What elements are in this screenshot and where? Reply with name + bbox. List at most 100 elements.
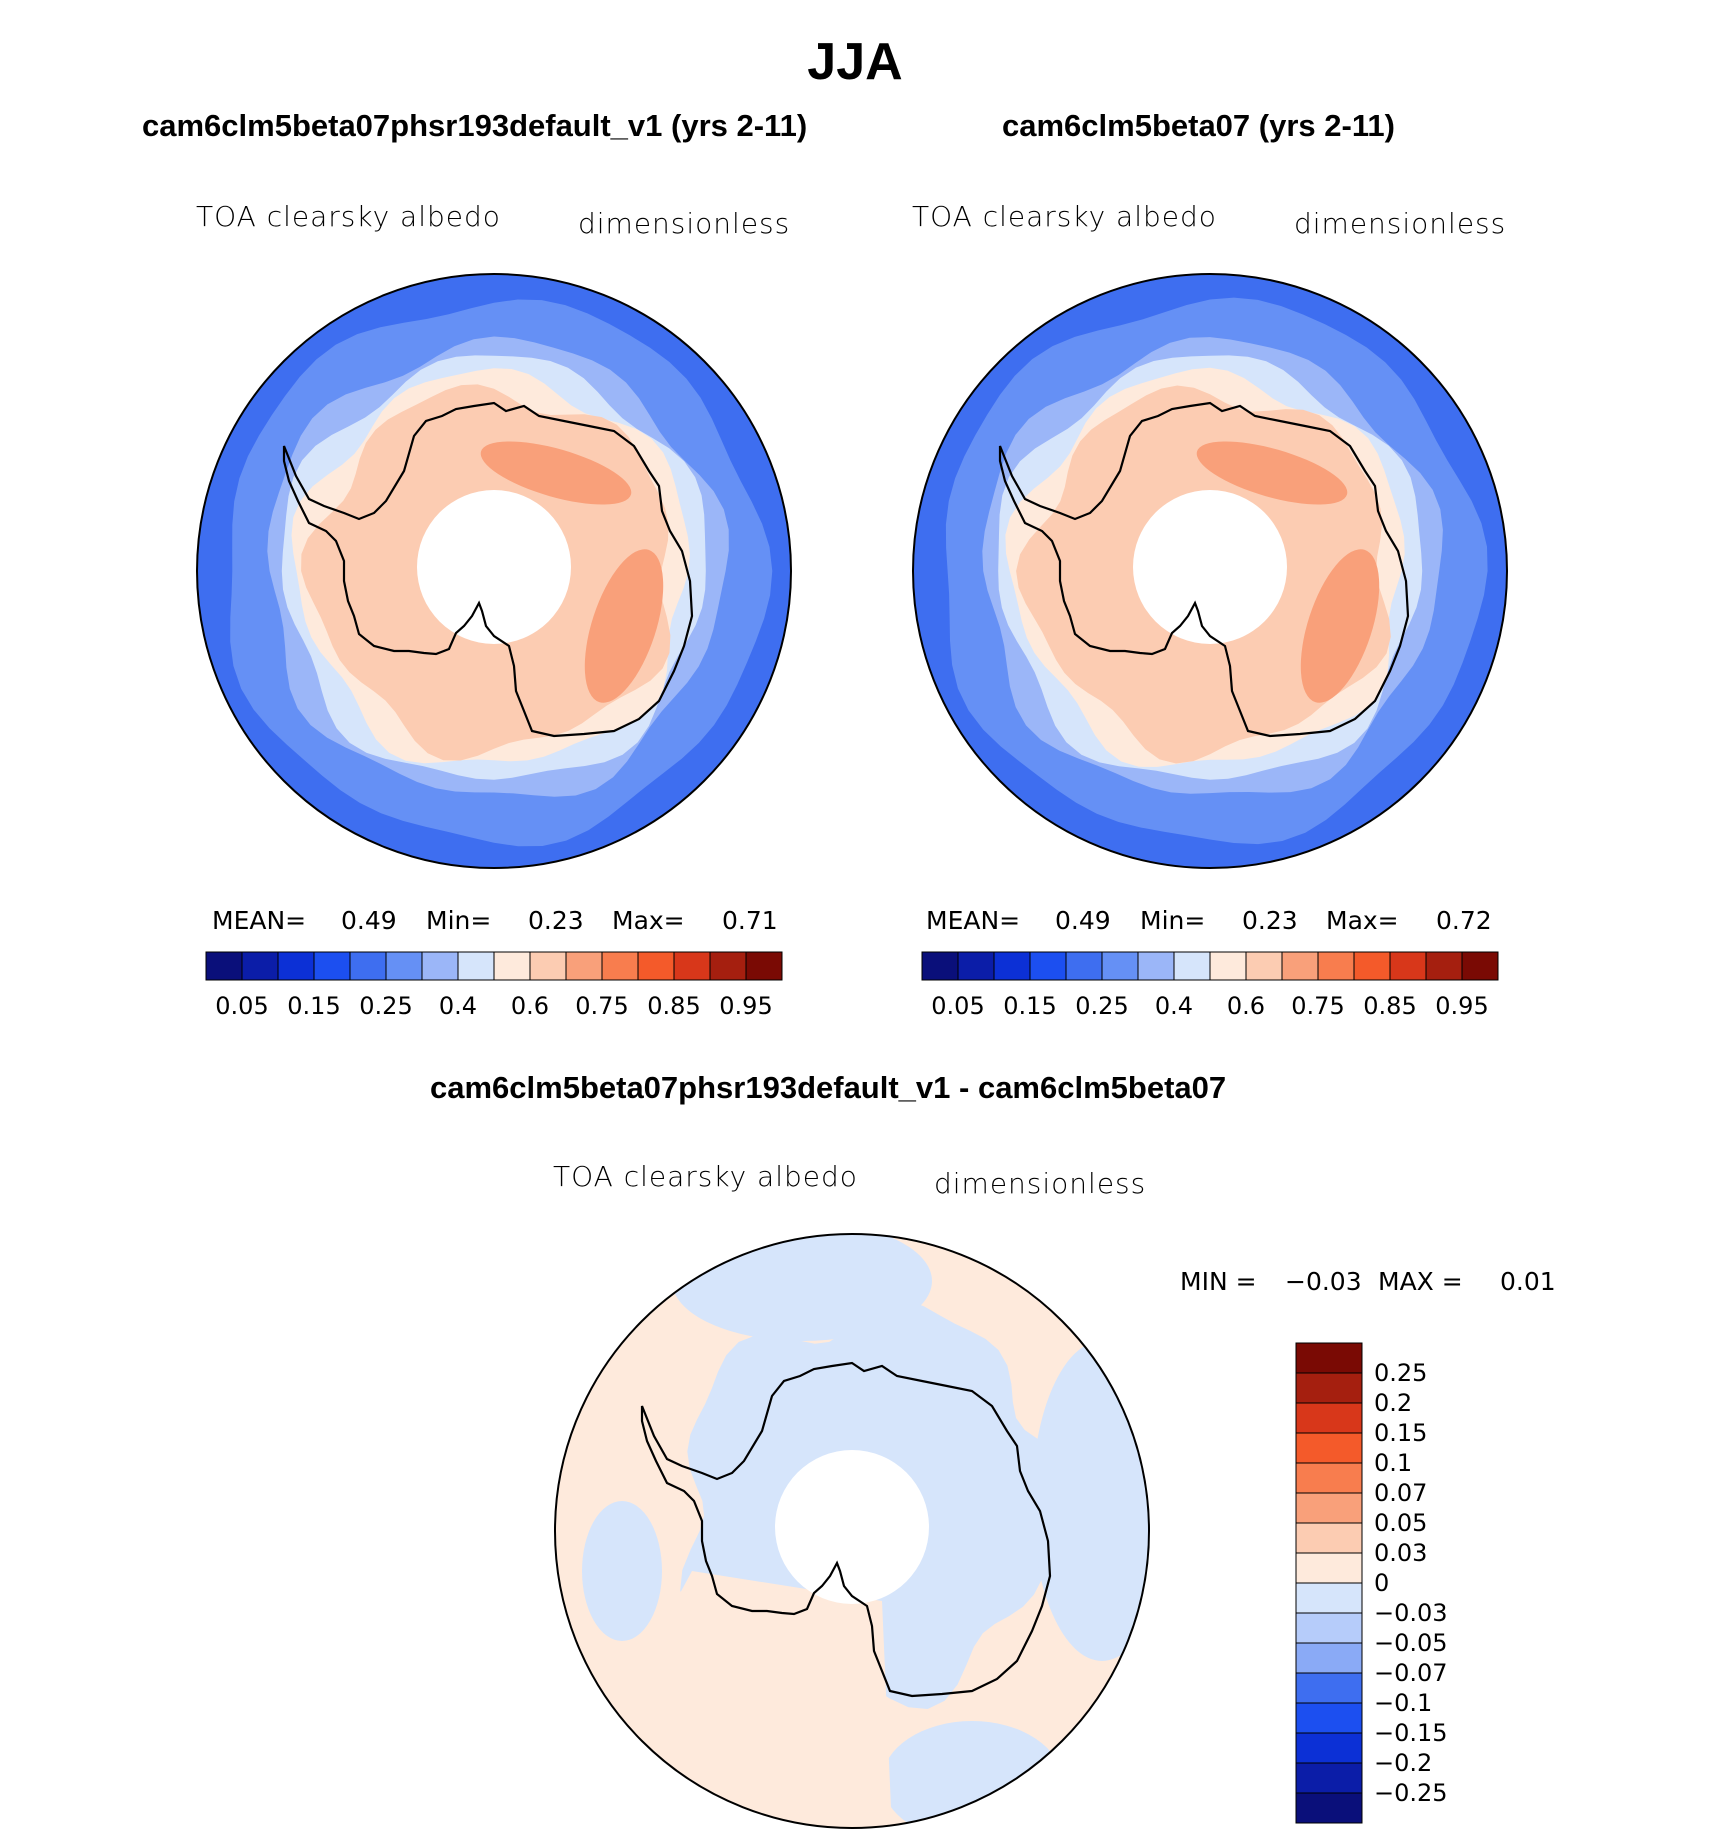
diff-colorbar-tick-label: −0.1 (1374, 1689, 1432, 1717)
panel-1-colorbar-box (205, 951, 243, 981)
panel-1-colorbar-box (493, 951, 531, 981)
panel-2-title: cam6clm5beta07 (yrs 2-11) (1002, 108, 1395, 143)
panel-2-min-value: 0.23 (1242, 906, 1298, 935)
panel-2-polar-hole (1133, 490, 1287, 644)
diff-panel-variable: TOA clearsky albedo (553, 1160, 858, 1193)
panel-1-colorbar-box (421, 951, 459, 981)
diff-colorbar-tick-label: 0.15 (1374, 1419, 1427, 1447)
diff-colorbar-box (1295, 1612, 1363, 1644)
panel-2-colorbar-box (993, 951, 1031, 981)
panel-1-colorbar-tick-label: 0.15 (287, 992, 340, 1020)
panel-2-map (913, 274, 1507, 868)
panel-2-high-albedo-patch-2 (1300, 549, 1380, 703)
diff-colorbar-tick-label: 0 (1374, 1569, 1389, 1597)
panel-1-map (197, 274, 791, 868)
panel-1-variable: TOA clearsky albedo (196, 200, 501, 233)
panel-2-colorbar-tick-label: 0.75 (1291, 992, 1344, 1020)
panel-2-colorbar-box (1317, 951, 1355, 981)
panel-2-colorbar-box (1425, 951, 1463, 981)
panel-1-colorbar-box (457, 951, 495, 981)
diff-map-negative-area-3 (1032, 1341, 1149, 1661)
panel-1-colorbar-tick-label: 0.25 (359, 992, 412, 1020)
panel-1-colorbar-box (601, 951, 639, 981)
panel-1-colorbar-box (277, 951, 315, 981)
diff-colorbar-box (1295, 1432, 1363, 1464)
diff-min-label: MIN = (1180, 1267, 1257, 1296)
diff-map-negative-area-4 (882, 1721, 1062, 1828)
diff-max-label: MAX = (1378, 1267, 1463, 1296)
panel-1-colorbar-tick-label: 0.75 (575, 992, 628, 1020)
diff-colorbar-tick-label: −0.07 (1374, 1659, 1448, 1687)
panel-1-title: cam6clm5beta07phsr193default_v1 (yrs 2-1… (142, 108, 808, 143)
panel-2-map-border (912, 273, 1508, 869)
diff-colorbar-box (1295, 1732, 1363, 1764)
diff-colorbar-box (1295, 1522, 1363, 1554)
diff-map-polar-hole (775, 1450, 929, 1604)
diff-min-value: −0.03 (1285, 1267, 1362, 1296)
diff-map-border (554, 1233, 1150, 1829)
diff-colorbar-tick-label: 0.03 (1374, 1539, 1427, 1567)
panel-2-colorbar-box (957, 951, 995, 981)
diff-colorbar-box (1295, 1792, 1363, 1824)
diff-map (555, 1234, 1149, 1828)
panel-2-colorbar-box (1389, 951, 1427, 981)
figure-title: JJA (807, 33, 903, 91)
panel-1-units: dimensionless (578, 207, 791, 240)
diff-panel-units: dimensionless (934, 1167, 1147, 1200)
panel-2-colorbar-box (1245, 951, 1283, 981)
diff-colorbar-tick-label: 0.25 (1374, 1359, 1427, 1387)
diff-colorbar-box (1295, 1552, 1363, 1584)
diff-colorbar-box (1295, 1492, 1363, 1524)
panel-2-colorbar-tick-label: 0.6 (1227, 992, 1265, 1020)
panel-1-colorbar-tick-label: 0.4 (439, 992, 477, 1020)
panel-2-units: dimensionless (1294, 207, 1507, 240)
panel-1-colorbar-box (673, 951, 711, 981)
panel-2-max-value: 0.72 (1436, 906, 1492, 935)
panel-2-colorbar-tick-label: 0.25 (1075, 992, 1128, 1020)
panel-1-colorbar-box (745, 951, 783, 981)
panel-2-colorbar-box (1173, 951, 1211, 981)
panel-1-map-border (196, 273, 792, 869)
diff-colorbar-tick-label: 0.2 (1374, 1389, 1412, 1417)
diff-colorbar-tick-label: −0.25 (1374, 1779, 1448, 1807)
diff-colorbar-box (1295, 1672, 1363, 1704)
panel-1-max-label: Max= (612, 906, 685, 935)
panel-2-colorbar-tick-label: 0.05 (931, 992, 984, 1020)
panel-2-colorbar-box (1209, 951, 1247, 981)
diff-colorbar-box (1295, 1702, 1363, 1734)
panel-2-max-label: Max= (1326, 906, 1399, 935)
panel-2-colorbar-box (921, 951, 959, 981)
panel-1-colorbar-tick-label: 0.6 (511, 992, 549, 1020)
panel-1-colorbar-tick-label: 0.95 (719, 992, 772, 1020)
panel-2-colorbar-box (1065, 951, 1103, 981)
panel-2-colorbar-box (1029, 951, 1067, 981)
panel-1-colorbar-box (529, 951, 567, 981)
panel-2-colorbar-box (1101, 951, 1139, 981)
panel-1-colorbar-box (637, 951, 675, 981)
diff-colorbar-tick-label: −0.03 (1374, 1599, 1448, 1627)
diff-colorbar-box (1295, 1372, 1363, 1404)
diff-colorbar-box (1295, 1342, 1363, 1374)
diff-colorbar-box (1295, 1402, 1363, 1434)
panel-1-high-albedo-patch-2 (584, 549, 664, 703)
diff-colorbar-tick-label: −0.2 (1374, 1749, 1432, 1777)
panel-1-colorbar-box (349, 951, 387, 981)
diff-colorbar-box (1295, 1462, 1363, 1494)
panel-1-colorbar-tick-label: 0.85 (647, 992, 700, 1020)
panel-1-colorbar-box (709, 951, 747, 981)
panel-2-colorbar-tick-label: 0.95 (1435, 992, 1488, 1020)
panel-1-colorbar-tick-label: 0.05 (215, 992, 268, 1020)
diff-colorbar-tick-label: 0.05 (1374, 1509, 1427, 1537)
panel-2-mean-label: MEAN= (926, 906, 1021, 935)
diff-colorbar-box (1295, 1582, 1363, 1614)
panel-1-colorbar-box (313, 951, 351, 981)
panel-2-colorbar-box (1461, 951, 1499, 981)
panel-2-min-label: Min= (1140, 906, 1206, 935)
panel-2-colorbar-box (1353, 951, 1391, 981)
diff-colorbar-tick-label: −0.05 (1374, 1629, 1448, 1657)
panel-1-polar-hole (417, 490, 571, 644)
diff-colorbar-box (1295, 1762, 1363, 1794)
diff-max-value: 0.01 (1500, 1267, 1556, 1296)
panel-2-colorbar-tick-label: 0.85 (1363, 992, 1416, 1020)
